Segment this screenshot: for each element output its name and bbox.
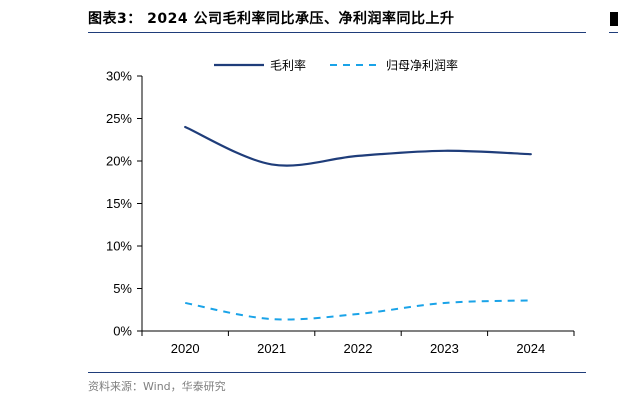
y-tick-label: 5%	[113, 281, 132, 296]
chart-axes: 0% 5% 10% 15% 20% 25% 30% 2020 2021 2022 2023 2024	[106, 69, 575, 356]
legend-label: 归母净利润率	[386, 58, 458, 73]
y-tick-label: 15%	[106, 196, 132, 211]
x-tick-label: 2022	[344, 341, 373, 356]
title-rule	[88, 32, 586, 33]
x-tick-label: 2024	[516, 341, 545, 356]
y-tick-label: 30%	[106, 69, 132, 84]
edge-mark	[610, 12, 618, 26]
series-line-1	[185, 299, 531, 321]
figure-title: 图表3： 2024 公司毛利率同比承压、净利润率同比上升	[88, 11, 455, 27]
y-tick-label: 10%	[106, 239, 132, 254]
series-line-0	[184, 125, 532, 167]
source-note: 资料来源：Wind，华泰研究	[88, 380, 226, 393]
chart-series	[184, 125, 532, 321]
y-tick-label: 25%	[106, 111, 132, 126]
x-tick-label: 2021	[257, 341, 286, 356]
y-tick-label: 20%	[106, 154, 132, 169]
chart-legend: 毛利率 归母净利润率	[214, 58, 458, 73]
x-tick-label: 2020	[171, 341, 200, 356]
y-tick-label: 0%	[113, 324, 132, 339]
source-rule	[88, 372, 586, 373]
edge-rule	[609, 32, 618, 33]
legend-label: 毛利率	[270, 58, 306, 73]
x-tick-label: 2023	[430, 341, 459, 356]
